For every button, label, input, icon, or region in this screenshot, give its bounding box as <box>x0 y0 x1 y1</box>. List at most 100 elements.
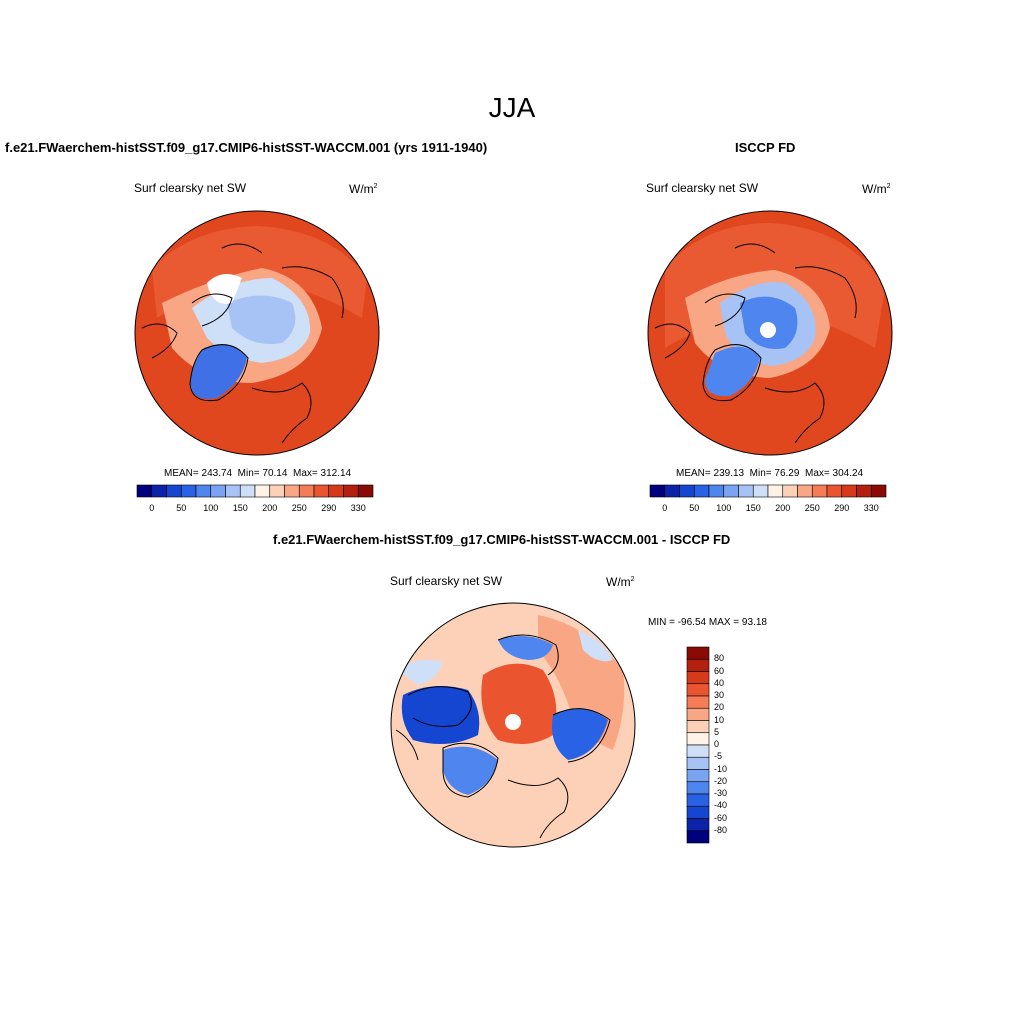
colorbar-swatch <box>686 793 710 807</box>
colorbar-tick-label: 30 <box>714 690 725 700</box>
panel-3-field-archipelago-cool <box>401 686 480 744</box>
colorbar-swatch <box>811 484 828 498</box>
colorbar-swatch <box>708 484 725 498</box>
colorbar-swatch <box>686 683 710 697</box>
colorbar-swatch <box>239 484 256 498</box>
colorbar-swatch <box>298 484 315 498</box>
colorbar-swatch <box>686 646 710 660</box>
colorbar-swatch <box>313 484 330 498</box>
colorbar-tick-label: 0 <box>662 503 668 513</box>
panel-2-colorbar <box>649 484 887 498</box>
colorbar-swatch <box>649 484 666 498</box>
colorbar-swatch <box>225 484 241 498</box>
colorbar-swatch <box>686 769 710 783</box>
colorbar-swatch <box>679 484 695 498</box>
colorbar-swatch <box>693 484 710 498</box>
panel-2-coastlines <box>654 243 857 444</box>
colorbar-tick-label: 290 <box>321 503 337 513</box>
panel-3-field-arctic-warm <box>481 663 557 744</box>
colorbar-tick-label: 0 <box>714 739 720 749</box>
panel-3-field-siberia-cool <box>498 636 553 660</box>
colorbar-tick-label: 330 <box>863 503 879 513</box>
colorbar-swatch <box>686 781 710 795</box>
panel-3-field-neutral-west <box>398 659 443 685</box>
colorbar-swatch <box>841 484 857 498</box>
panel-2-variable-label: Surf clearsky net SW <box>646 181 759 195</box>
colorbar-tick-label: -80 <box>714 824 728 835</box>
panel-1-colorbar-ticks: 0 50 100 150 200 250 290 330 <box>137 503 373 515</box>
colorbar-tick-label: 290 <box>834 503 850 513</box>
colorbar-swatch <box>136 484 153 498</box>
panel-3-stats: MIN = -96.54 MAX = 93.18 <box>648 617 767 628</box>
panel-2-pole-hole <box>760 322 776 338</box>
colorbar-swatch <box>797 484 813 498</box>
panel-3-colorbar-ticks: 80 60 40 30 20 10 5 0 -5 -10 -20 -30 -40 -60 -80 <box>714 647 754 843</box>
colorbar-swatch <box>870 484 887 498</box>
colorbar-tick-label: -5 <box>714 751 723 762</box>
panel-2-stats: MEAN= 239.13 Min= 76.29 Max= 304.24 <box>676 468 864 479</box>
colorbar-swatch <box>269 484 285 498</box>
colorbar-swatch <box>686 671 710 685</box>
colorbar-tick-label: 50 <box>689 503 700 513</box>
colorbar-swatch <box>180 484 197 498</box>
colorbar-tick-label: 60 <box>714 665 725 676</box>
panel-3-polar-map <box>390 602 636 848</box>
colorbar-tick-label: -20 <box>714 775 728 786</box>
colorbar-tick-label: -40 <box>714 800 728 811</box>
panel-1-polar-map <box>134 210 380 456</box>
colorbar-tick-label: 40 <box>714 677 725 688</box>
colorbar-swatch <box>357 484 374 498</box>
panel-1-coastlines <box>141 243 344 444</box>
colorbar-swatch <box>151 484 167 498</box>
colorbar-swatch <box>343 484 359 498</box>
colorbar-swatch <box>686 695 710 709</box>
colorbar-tick-label: 250 <box>291 503 307 513</box>
panel-3-units-label: W/m2 <box>606 575 635 589</box>
colorbar-swatch <box>752 484 769 498</box>
colorbar-tick-label: 200 <box>262 503 278 513</box>
colorbar-tick-label: 150 <box>745 503 761 513</box>
colorbar-tick-label: 80 <box>714 653 725 664</box>
colorbar-swatch <box>686 818 710 832</box>
colorbar-tick-label: 100 <box>716 503 732 513</box>
colorbar-tick-label: 150 <box>232 503 248 513</box>
colorbar-swatch <box>738 484 754 498</box>
colorbar-tick-label: 50 <box>176 503 187 513</box>
colorbar-swatch <box>686 744 710 758</box>
panel-1-variable-label: Surf clearsky net SW <box>134 181 247 195</box>
figure-title: JJA <box>488 92 536 123</box>
colorbar-swatch <box>723 484 739 498</box>
panel-3-map-border <box>390 602 636 848</box>
colorbar-swatch <box>856 484 872 498</box>
colorbar-swatch <box>686 707 710 721</box>
panel-2-colorbar-ticks: 0 50 100 150 200 250 290 330 <box>650 503 886 515</box>
colorbar-swatch <box>254 484 271 498</box>
colorbar-swatch <box>686 658 710 672</box>
panel-3-field-alaska-cool <box>552 708 608 760</box>
colorbar-swatch <box>166 484 182 498</box>
panel-1-field-greenland <box>190 344 247 399</box>
colorbar-tick-label: 200 <box>775 503 791 513</box>
panel-2-field-greenland <box>705 346 760 397</box>
panel-1-colorbar <box>136 484 374 498</box>
panel-2-map-border <box>647 210 893 456</box>
colorbar-swatch <box>767 484 784 498</box>
colorbar-swatch <box>210 484 226 498</box>
panel-1-stats: MEAN= 243.74 Min= 70.14 Max= 312.14 <box>164 468 352 479</box>
colorbar-swatch <box>195 484 212 498</box>
colorbar-swatch <box>686 720 710 734</box>
panel-1-map-border <box>134 210 380 456</box>
panel-2-title: ISCCP FD <box>735 140 796 155</box>
colorbar-swatch <box>686 756 710 770</box>
colorbar-tick-label: 10 <box>714 714 725 725</box>
panel-3-coastlines <box>395 634 611 839</box>
colorbar-swatch <box>686 805 710 819</box>
panel-3-field-neutral-north <box>578 630 613 662</box>
panel-2-polar-map <box>647 210 893 456</box>
colorbar-swatch <box>664 484 680 498</box>
panel-3-field-greenland-cool <box>443 746 498 795</box>
colorbar-tick-label: 5 <box>714 726 720 737</box>
colorbar-tick-label: -30 <box>714 788 728 798</box>
colorbar-tick-label: 0 <box>149 503 155 513</box>
colorbar-swatch <box>284 484 300 498</box>
